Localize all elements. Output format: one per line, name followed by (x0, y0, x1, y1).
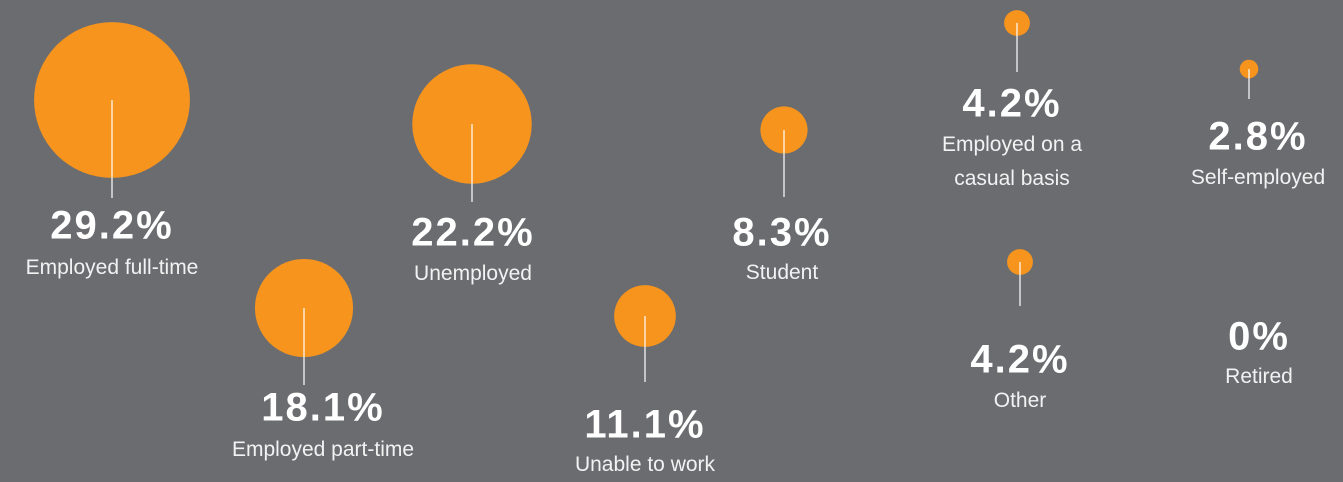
category-label: Unable to work (574, 453, 716, 476)
category-label: Retired (1225, 365, 1293, 388)
value-label: 0% (1228, 314, 1290, 359)
category-label: Employed on a casual basis (941, 133, 1083, 190)
value-label: 8.3% (732, 210, 832, 255)
category-label: Employed full-time (25, 256, 199, 279)
value-label: 4.2% (970, 337, 1070, 382)
value-label: 2.8% (1208, 114, 1308, 159)
value-label: 4.2% (962, 81, 1062, 126)
value-label: 22.2% (411, 210, 535, 255)
category-label: Self-employed (1190, 166, 1326, 189)
category-label: Unemployed (414, 262, 532, 285)
category-label: Student (745, 261, 819, 284)
value-label: 11.1% (584, 402, 706, 447)
category-label: Employed part-time (231, 438, 415, 461)
value-label: 18.1% (261, 385, 385, 430)
value-label: 29.2% (50, 203, 174, 248)
category-label: Other (993, 389, 1047, 412)
